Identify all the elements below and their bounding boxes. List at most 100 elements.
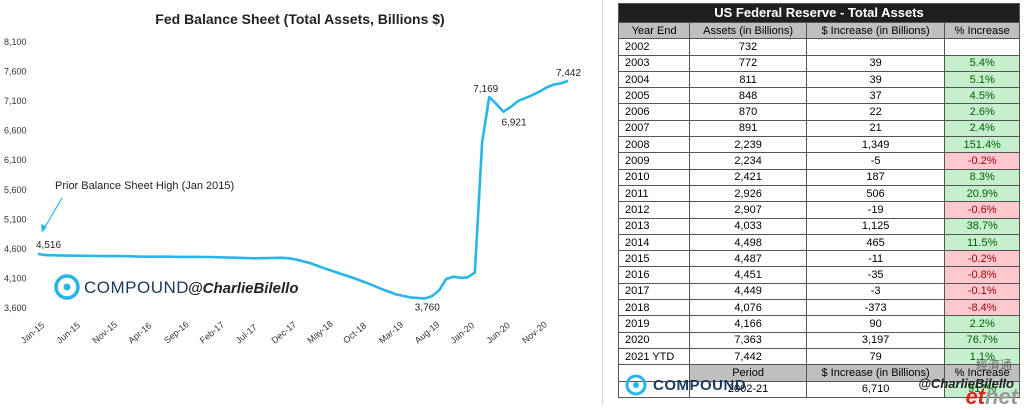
table-row: 2012 2,907 -19 -0.6% [617, 201, 1020, 219]
year-cell: 2020 [617, 331, 691, 349]
increase-cell: -5 [805, 152, 946, 170]
x-tick-label: Feb-17 [198, 320, 226, 346]
pct-increase-cell: -0.2% [944, 250, 1020, 268]
increase-cell: 39 [805, 54, 946, 72]
year-cell: 2003 [617, 54, 691, 72]
table-logo: COMPOUND [623, 372, 746, 398]
table-row: 2018 4,076 -373 -8.4% [617, 299, 1020, 317]
increase-cell: 187 [805, 168, 946, 186]
assets-cell: 811 [689, 70, 807, 89]
pct-increase-cell: 151.4% [944, 136, 1020, 154]
assets-cell: 2,234 [689, 152, 807, 170]
table-row: 2010 2,421 187 8.3% [617, 168, 1020, 186]
y-tick-label: 5,600 [4, 185, 27, 195]
pct-increase-cell: 2.6% [944, 103, 1020, 121]
year-cell: 2004 [617, 70, 691, 89]
y-tick-label: 4,100 [4, 273, 27, 283]
chart-handle: @CharlieBilello [188, 280, 299, 297]
x-tick-label: Nov-15 [90, 319, 119, 345]
assets-cell: 848 [689, 87, 807, 105]
x-tick-label: Mar-19 [377, 320, 405, 346]
data-label: 6,921 [502, 118, 527, 129]
y-tick-label: 7,600 [4, 67, 27, 77]
pct-increase-cell: -0.8% [944, 266, 1020, 284]
pct-increase-cell: 2.2% [944, 315, 1020, 333]
summary-period-cell: 2002-21 [689, 380, 807, 398]
summary-header-row: Period $ Increase (in Billions)% Increase [617, 364, 1020, 382]
table-row: 2003 772 39 5.4% [617, 54, 1020, 72]
summary-header: $ Increase (in Billions) [805, 364, 946, 382]
compound-logo-core-icon [63, 283, 71, 291]
increase-cell: 465 [805, 233, 946, 252]
callout-text: Prior Balance Sheet High (Jan 2015) [55, 180, 234, 192]
data-label: 7,442 [556, 68, 581, 79]
assets-cell: 2,907 [689, 201, 807, 219]
callout-arrow-head-icon [41, 224, 47, 232]
watermark-etnet: etnet [965, 384, 1018, 410]
increase-cell: -3 [805, 282, 946, 301]
panel-divider [602, 0, 603, 405]
table-row: 2009 2,234 -5 -0.2% [617, 152, 1020, 170]
data-label: 3,760 [415, 303, 440, 314]
table-row: 2002 732 [617, 38, 1020, 56]
y-tick-label: 7,100 [4, 96, 27, 106]
column-header: $ Increase (in Billions) [805, 21, 946, 40]
assets-cell: 2,239 [689, 136, 807, 154]
data-label: 4,516 [36, 240, 61, 251]
pct-increase-cell: 4.5% [944, 87, 1020, 105]
watermark-net: net [985, 384, 1018, 409]
table-logo-text: COMPOUND [653, 376, 747, 394]
assets-cell: 4,166 [689, 315, 807, 333]
watermark-chinese: 經濟通 [975, 358, 1012, 372]
column-header: % Increase [944, 21, 1020, 40]
year-cell: 2016 [617, 266, 691, 284]
table-row: 2011 2,926 506 20.9% [617, 184, 1020, 203]
assets-cell: 7,363 [689, 331, 807, 349]
increase-cell: 90 [805, 315, 946, 333]
assets-cell: 2,421 [689, 168, 807, 186]
pct-increase-cell: -0.6% [944, 201, 1020, 219]
x-tick-label: Apr-16 [126, 321, 153, 346]
x-tick-label: Oct-18 [341, 321, 368, 346]
y-tick-label: 8,100 [4, 37, 27, 47]
pct-increase-cell: -0.1% [944, 282, 1020, 301]
year-cell: 2009 [617, 152, 691, 170]
assets-cell: 4,033 [689, 217, 807, 235]
assets-cell: 4,449 [689, 282, 807, 301]
increase-cell: -19 [805, 201, 946, 219]
year-cell: 2018 [617, 299, 691, 317]
table-row: 2008 2,239 1,349 151.4% [617, 136, 1020, 154]
compound-logo-icon [54, 274, 80, 300]
x-tick-label: Sep-16 [162, 319, 191, 345]
compound-logo-icon [625, 374, 647, 396]
assets-cell: 732 [689, 38, 807, 56]
pct-increase-cell: 76.7% [944, 331, 1020, 349]
column-header: Assets (in Billions) [689, 21, 807, 40]
table-row: 2006 870 22 2.6% [617, 103, 1020, 121]
table-row: 2016 4,451 -35 -0.8% [617, 266, 1020, 284]
assets-cell: 4,076 [689, 299, 807, 317]
year-cell: 2015 [617, 250, 691, 268]
year-cell: 2017 [617, 282, 691, 301]
summary-increase-cell: 6,710 [805, 380, 946, 398]
x-tick-label: Jun-20 [484, 320, 512, 345]
table-row: 2007 891 21 2.4% [617, 119, 1020, 138]
table-row: 2004 811 39 5.1% [617, 70, 1020, 89]
assets-cell: 4,451 [689, 266, 807, 284]
table-row: 2021 YTD 7,442 79 1.1% [617, 347, 1020, 366]
increase-cell: 21 [805, 119, 946, 138]
table-row: 2013 4,033 1,125 38.7% [617, 217, 1020, 235]
year-cell: 2012 [617, 201, 691, 219]
increase-cell: -373 [805, 299, 946, 317]
year-cell: 2021 YTD [617, 347, 691, 366]
fed-assets-table: US Federal Reserve - Total Assets Year En… [617, 3, 1020, 398]
chart-logo-text: COMPOUND [84, 278, 189, 297]
y-tick-label: 4,600 [4, 244, 27, 254]
assets-cell: 891 [689, 119, 807, 138]
pct-increase-cell: 2.4% [944, 119, 1020, 138]
pct-increase-cell: -0.2% [944, 152, 1020, 170]
table-panel: US Federal Reserve - Total Assets Year En… [615, 0, 1024, 409]
table-row: 2005 848 37 4.5% [617, 87, 1020, 105]
assets-cell: 2,926 [689, 184, 807, 203]
assets-cell: 870 [689, 103, 807, 121]
